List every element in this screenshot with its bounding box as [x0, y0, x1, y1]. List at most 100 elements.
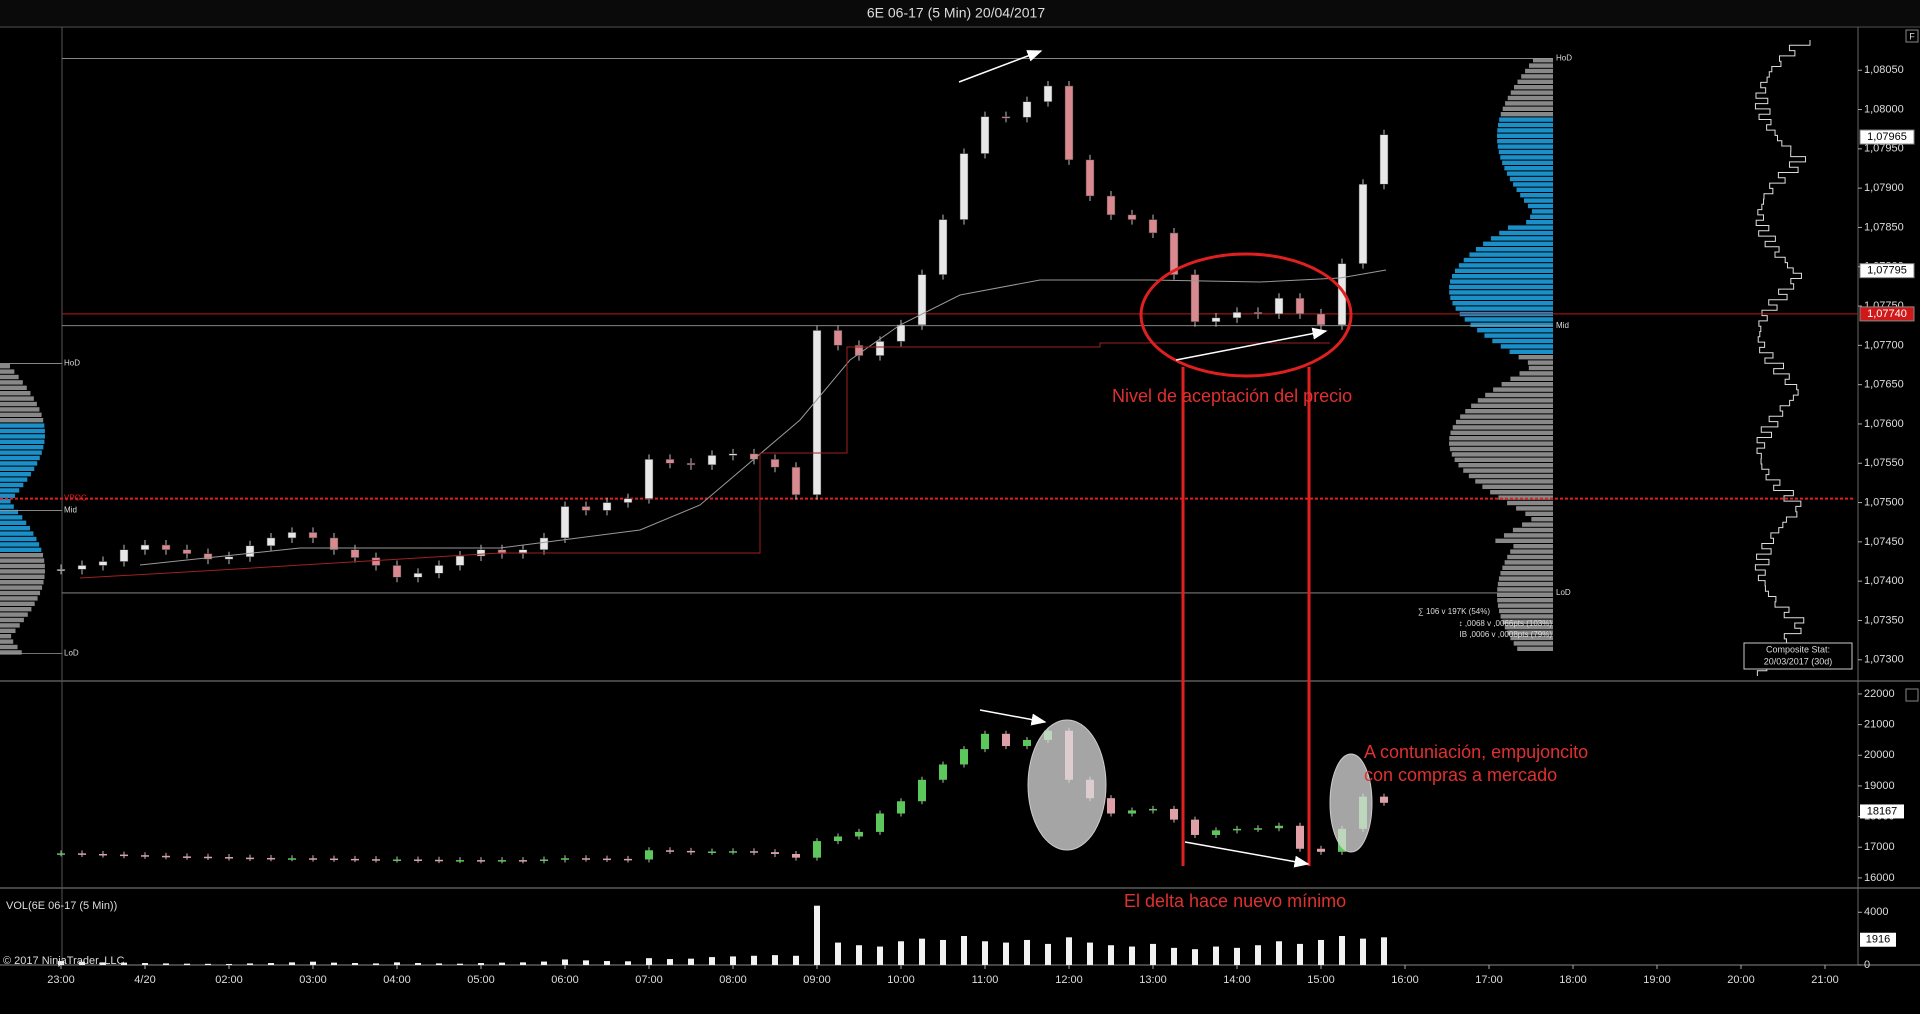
- volume-bar: [352, 963, 358, 965]
- y-tick-label: 1,07700: [1864, 339, 1904, 351]
- session-profile-bar: [0, 369, 15, 374]
- x-tick-label: 06:00: [551, 974, 579, 986]
- delta-candle: [351, 858, 359, 861]
- volume-profile-bar: [1517, 646, 1553, 651]
- volume-profile-bar: [1484, 333, 1553, 338]
- volume-bar: [226, 963, 232, 965]
- volume-profile-bar: [1470, 322, 1553, 327]
- volume-bar: [898, 941, 904, 965]
- volume-profile-bar: [1504, 560, 1553, 565]
- corner-button-label[interactable]: F: [1909, 31, 1915, 41]
- candle: [140, 544, 150, 550]
- volume-profile-bar: [1449, 436, 1553, 441]
- session-profile-bar: [0, 509, 19, 515]
- session-profile-bar: [0, 574, 45, 579]
- volume-profile-bar: [1527, 203, 1553, 209]
- volume-profile-bar: [1490, 236, 1553, 241]
- delta-candle: [267, 857, 275, 860]
- delta-candle: [750, 851, 758, 853]
- delta-candle: [1002, 733, 1010, 747]
- session-profile-bar: [0, 569, 45, 574]
- delta-candle: [813, 841, 821, 858]
- candle: [413, 573, 423, 578]
- arrow: [979, 709, 1047, 726]
- volume-profile-bar: [1499, 608, 1553, 614]
- session-profile-bar: [0, 455, 40, 461]
- volume-profile-bar: [1507, 500, 1553, 506]
- volume-bar: [1171, 947, 1177, 965]
- volume-profile-bar: [1512, 527, 1553, 533]
- marks: 1,080501,080001,079501,079001,078501,078…: [0, 54, 1915, 986]
- session-profile-bar: [0, 526, 31, 531]
- volume-bar: [562, 959, 568, 965]
- session-profile-bar: [0, 639, 14, 644]
- volume-profile-bar: [1500, 112, 1553, 117]
- volume-profile-bar: [1507, 554, 1553, 560]
- session-profile-bar: [0, 520, 27, 525]
- composite-box: [1743, 642, 1853, 670]
- volume-bar: [457, 963, 463, 965]
- session-profile-bar: [0, 634, 12, 639]
- session-level-label: VPOC: [64, 494, 87, 503]
- volume-profile-bar: [1509, 349, 1553, 354]
- stats: ↕ ,0068 v ,0066pts (103%): [1459, 619, 1553, 628]
- volume-profile-bar: [1517, 79, 1553, 84]
- volume-bar: [751, 955, 757, 965]
- volume-profile-bar: [1527, 360, 1553, 365]
- candle: [371, 557, 381, 566]
- session-level-label: Mid: [64, 506, 77, 515]
- session-profile-bar: [0, 547, 42, 552]
- delta-candle: [183, 856, 191, 858]
- session-profile-bar: [0, 617, 24, 623]
- session-profile-bar: [0, 380, 23, 385]
- volume-bar: [1381, 937, 1387, 965]
- volume-bar: [1339, 936, 1345, 965]
- corner-button[interactable]: [1905, 29, 1919, 43]
- delta-candle: [1128, 810, 1136, 814]
- volume-profile-bar: [1510, 549, 1553, 554]
- volume-bar: [205, 963, 211, 965]
- volume-bar: [877, 946, 883, 965]
- volume-bar: [289, 962, 295, 965]
- candle: [1253, 312, 1263, 315]
- candle: [1064, 85, 1074, 161]
- candle: [245, 545, 255, 558]
- corner-button[interactable]: [1905, 688, 1919, 702]
- delta-candle: [309, 858, 317, 860]
- x-tick-label: 16:00: [1391, 974, 1419, 986]
- session-profile-bar: [0, 461, 38, 466]
- candle: [1169, 232, 1179, 275]
- volume-bar: [1003, 942, 1009, 965]
- candle: [812, 330, 822, 495]
- volume-bar: [247, 963, 253, 965]
- session-profile-bar: [0, 466, 35, 471]
- delta-candle: [120, 854, 128, 857]
- volume-bar: [415, 963, 421, 965]
- delta-candle: [687, 850, 695, 853]
- volume-bar: [268, 963, 274, 965]
- delta-candle: [1254, 828, 1262, 830]
- y-tick-label: 1,08050: [1864, 64, 1904, 76]
- volume-profile-bar: [1520, 193, 1553, 198]
- volume-marker: [1860, 932, 1896, 947]
- x-tick-label: 08:00: [719, 974, 747, 986]
- candle: [287, 532, 297, 539]
- volume-bar: [982, 941, 988, 965]
- session-profile-bar: [0, 628, 16, 633]
- price-marker: [1859, 306, 1915, 322]
- session-profile-bar: [0, 364, 10, 369]
- highlight-ellipse: [1139, 252, 1353, 378]
- highlight-ellipse: [1027, 719, 1107, 851]
- copyright: © 2017 NinjaTrader, LLC: [3, 955, 124, 967]
- y-tick-label: 19000: [1864, 780, 1895, 792]
- volume-profile-bar: [1497, 144, 1553, 149]
- arrow: [1175, 327, 1328, 361]
- volume-profile-bar: [1498, 149, 1553, 155]
- session-profile-bar: [0, 450, 42, 455]
- volume-bar: [142, 963, 148, 965]
- annotation: con compras a mercado: [1364, 765, 1557, 785]
- y-tick-label: 1,07950: [1864, 143, 1904, 155]
- session-profile-bar: [0, 515, 23, 520]
- delta-candle: [897, 801, 905, 814]
- volume-profile-bar: [1492, 338, 1553, 344]
